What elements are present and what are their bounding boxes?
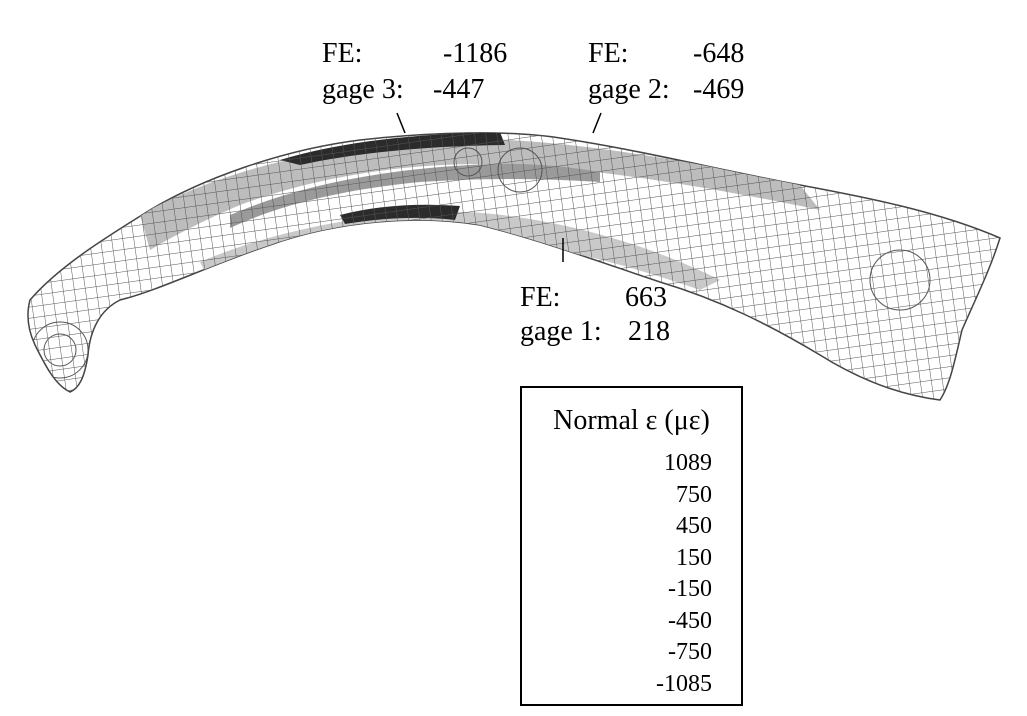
gage3-gage-value: -447 bbox=[433, 74, 485, 105]
gage2-fe-value: -648 bbox=[693, 38, 745, 69]
gage2-leader bbox=[592, 112, 602, 134]
gage3-fe-label: FE: bbox=[322, 38, 363, 69]
legend-title: Normal ε (με) bbox=[553, 405, 710, 436]
legend-tick-label: 750 bbox=[676, 481, 712, 508]
legend-tick-label: 450 bbox=[676, 513, 712, 539]
legend-tick-label: -450 bbox=[668, 607, 712, 634]
legend-tick-label: -150 bbox=[668, 576, 712, 602]
gage2-fe-label: FE: bbox=[588, 38, 629, 69]
gage1-gage-label: gage 1: bbox=[520, 316, 602, 347]
gage3-fe-value: -1186 bbox=[443, 38, 508, 69]
gage1-fe-value: 663 bbox=[625, 282, 667, 313]
gage1-fe-label: FE: bbox=[520, 282, 561, 313]
legend-tick-label: 1089 bbox=[664, 450, 712, 476]
gage1-gage-value: 218 bbox=[628, 316, 670, 347]
legend-tick-label: -750 bbox=[668, 639, 712, 665]
legend-tick-label: 150 bbox=[676, 544, 712, 571]
gage2-gage-value: -469 bbox=[693, 74, 745, 105]
gage3-leader bbox=[396, 112, 406, 134]
gage3-gage-label: gage 3: bbox=[322, 74, 404, 105]
legend-tick-label: -1085 bbox=[656, 670, 712, 697]
legend-box: Normal ε (με) bbox=[520, 386, 743, 706]
gage2-gage-label: gage 2: bbox=[588, 74, 670, 105]
